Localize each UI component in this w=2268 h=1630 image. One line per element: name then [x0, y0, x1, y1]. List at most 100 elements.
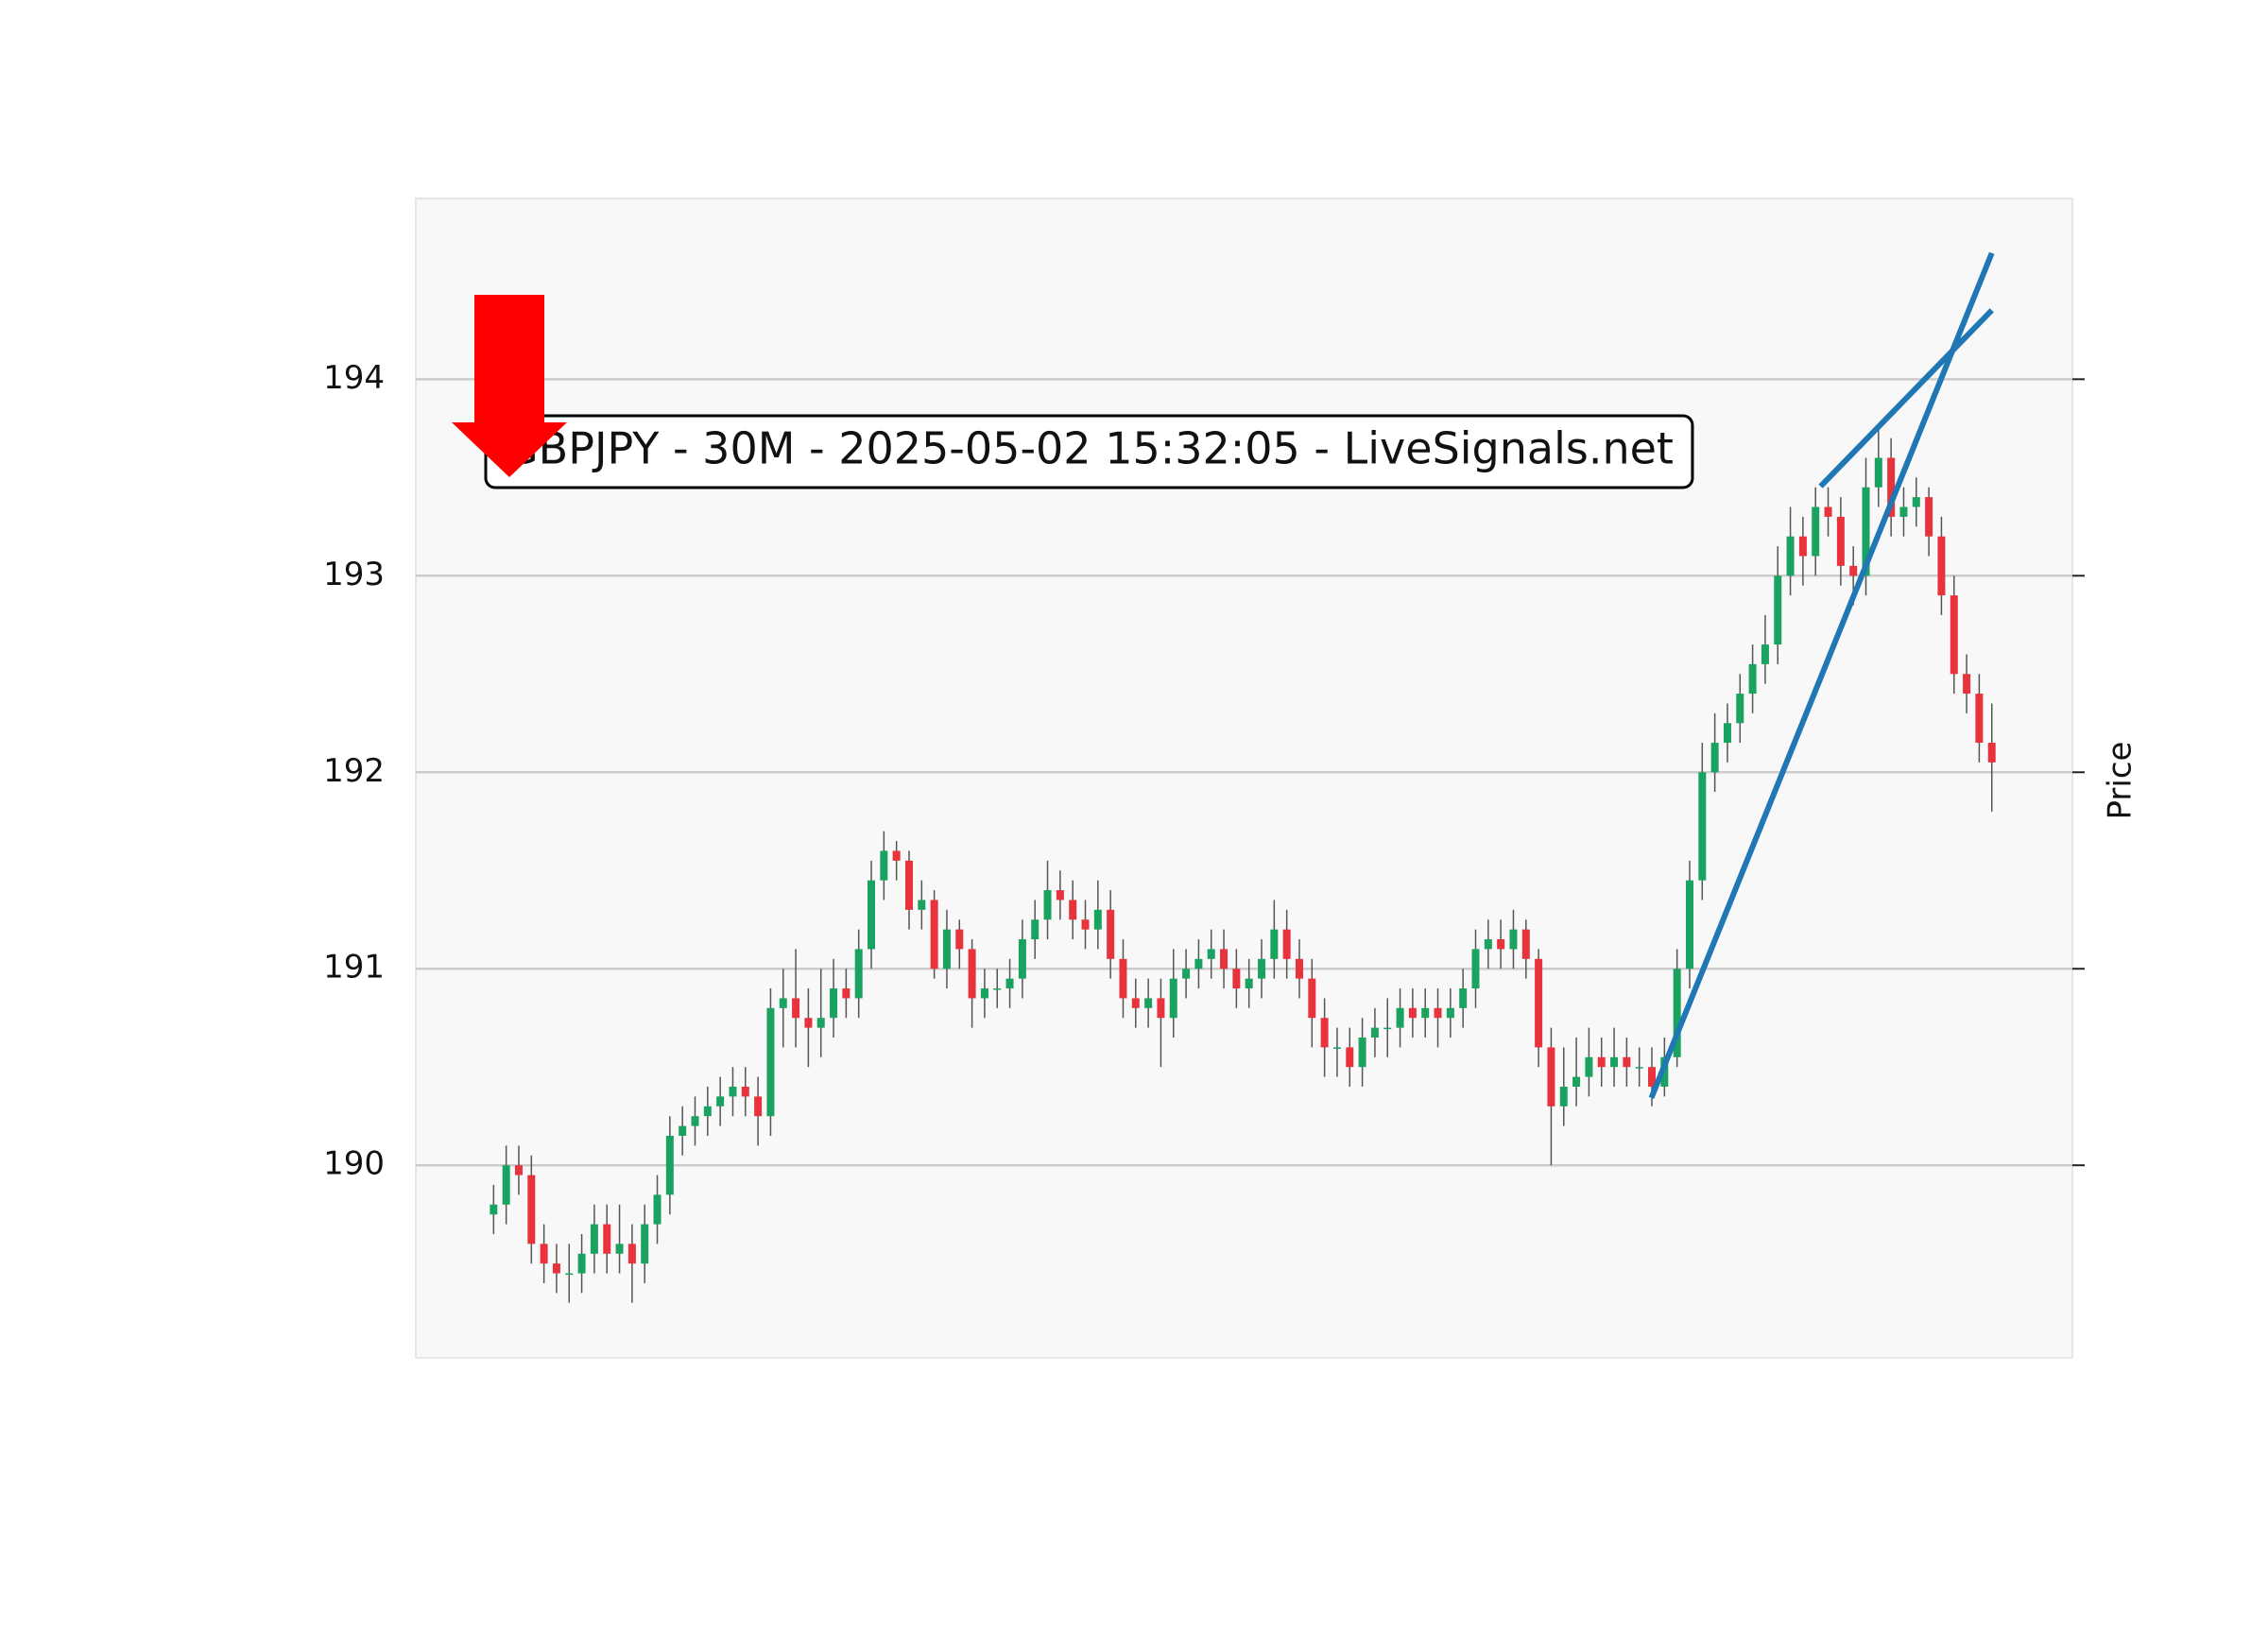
annotation-text: GBPJPY - 30M - 2025-05-02 15:32:05 - Liv…	[505, 423, 1674, 474]
candle-body	[1056, 890, 1064, 901]
candle-body	[930, 900, 938, 969]
candle-body	[716, 1096, 725, 1107]
candle-body	[1812, 506, 1820, 557]
signal-arrow	[452, 295, 567, 477]
candle-body	[603, 1224, 611, 1254]
candle-body	[590, 1224, 598, 1254]
candle-body	[892, 850, 901, 861]
y-tick-label: 192	[323, 752, 385, 790]
candle-body	[1018, 939, 1026, 979]
candle-body	[1950, 595, 1958, 675]
candle-body	[1987, 743, 1996, 763]
candle-body	[665, 1135, 674, 1195]
candle-body	[766, 1007, 775, 1117]
candle-body	[1509, 929, 1518, 950]
candle-body	[1131, 998, 1140, 1008]
candle-body	[942, 929, 951, 969]
candle-body	[1308, 978, 1316, 1019]
candle-body	[1069, 900, 1077, 920]
candle-body	[1698, 772, 1707, 881]
candle-body	[653, 1194, 662, 1225]
candle-body	[830, 988, 838, 1019]
candle-body	[1346, 1047, 1354, 1068]
candle-body	[1332, 1047, 1341, 1049]
candle-body	[1912, 497, 1920, 507]
candle-body	[1572, 1076, 1581, 1088]
candle-body	[1685, 880, 1693, 969]
trend-line	[1818, 308, 1994, 489]
candle-body	[968, 949, 976, 999]
candle-body	[565, 1273, 574, 1276]
candle-body	[816, 1018, 825, 1028]
candle-body	[955, 929, 964, 950]
y-tick-label: 193	[323, 556, 385, 593]
y-tick-label: 194	[323, 359, 385, 397]
candle-body	[1824, 506, 1832, 517]
candle-body	[1408, 1007, 1417, 1019]
candle-body	[1446, 1007, 1454, 1019]
candle-body	[1874, 457, 1882, 488]
candle-body	[1585, 1056, 1593, 1077]
candle-body	[1396, 1007, 1404, 1028]
candle-body	[904, 860, 913, 910]
candle-body	[1521, 929, 1530, 959]
candle-body	[993, 988, 1002, 990]
candle-body	[880, 850, 888, 881]
candle-body	[1245, 978, 1253, 989]
candle-body	[804, 1018, 813, 1028]
candle-body	[1207, 949, 1215, 959]
candle-body	[1144, 998, 1153, 1008]
candle-body	[1673, 969, 1681, 1057]
candle-body	[1270, 929, 1279, 959]
candle-body	[980, 988, 988, 999]
candle-body	[1710, 743, 1719, 773]
candle-body	[1925, 497, 1933, 537]
candle-body	[1597, 1056, 1606, 1068]
candle-body	[1862, 487, 1870, 576]
candle-body	[490, 1204, 498, 1215]
candle-body	[703, 1106, 712, 1117]
candle-body	[1786, 536, 1795, 576]
y-axis-label: Price	[2102, 742, 2139, 820]
candle-body	[1761, 644, 1769, 664]
candle-body	[552, 1263, 560, 1274]
candle-body	[1194, 958, 1203, 969]
candle-body	[1081, 919, 1090, 930]
candle-body	[1836, 516, 1845, 566]
candle-body	[842, 988, 850, 999]
candle-body	[1258, 958, 1266, 979]
candle-body	[1774, 575, 1782, 645]
candle-body	[691, 1116, 699, 1126]
candle-body	[514, 1165, 523, 1175]
candle-body	[1975, 694, 1984, 744]
candle-body	[729, 1087, 737, 1097]
candle-body	[1107, 909, 1115, 959]
candle-body	[1119, 958, 1127, 999]
candle-body	[1295, 958, 1303, 979]
candle-body	[1798, 536, 1807, 557]
candle-body	[1358, 1038, 1366, 1068]
candle-body	[679, 1125, 687, 1136]
candle-body	[1282, 929, 1291, 959]
candle-body	[1220, 949, 1228, 969]
candle-body	[1899, 506, 1908, 517]
candle-body	[918, 900, 926, 910]
candle-body	[1434, 1007, 1442, 1019]
candle-body	[779, 998, 787, 1008]
candle-body	[1169, 978, 1177, 1019]
candle-body	[1849, 565, 1858, 576]
candle-body	[1182, 969, 1191, 979]
candle-body	[577, 1253, 586, 1274]
candle-body	[641, 1224, 649, 1264]
candle-body	[1043, 890, 1052, 920]
candle-body	[1232, 969, 1241, 989]
candle-body	[540, 1244, 548, 1264]
candle-body	[792, 998, 800, 1019]
candle-body	[1937, 536, 1946, 596]
plot-area	[415, 197, 2073, 1359]
candle-body	[1610, 1056, 1619, 1068]
candle-body	[1471, 949, 1480, 989]
candle-body	[1320, 1018, 1329, 1048]
candle-body	[1547, 1047, 1555, 1107]
